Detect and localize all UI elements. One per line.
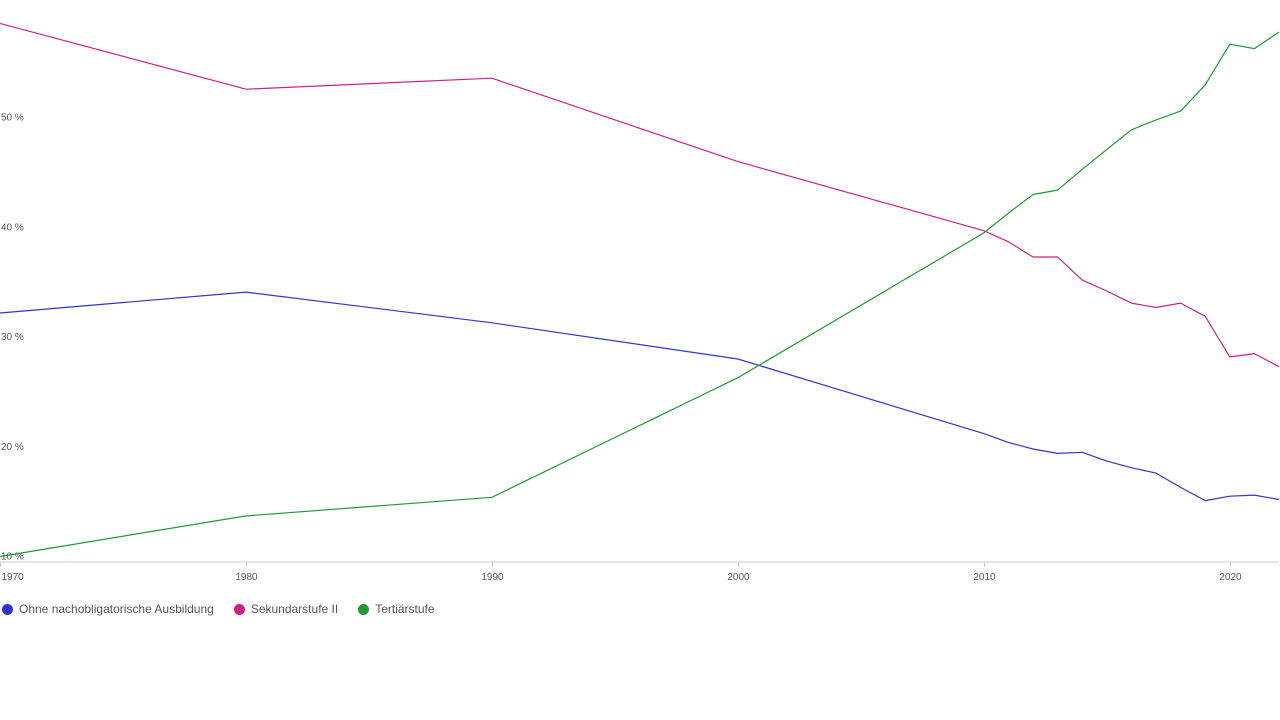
y-tick-label: 10 % bbox=[1, 552, 24, 563]
legend-label: Tertiärstufe bbox=[375, 602, 435, 616]
line-chart: 10 % 20 % 30 % 40 % 50 % 1970 1980 1990 2000 201… bbox=[0, 22, 1280, 583]
x-tick-label: 2010 bbox=[973, 572, 996, 583]
series-line-0[interactable] bbox=[0, 291, 1280, 502]
legend: Ohne nachobligatorische Ausbildung Sekun… bbox=[2, 602, 435, 616]
y-tick-label: 20 % bbox=[1, 442, 24, 453]
x-axis: 1970 1980 1990 2000 2010 2020 bbox=[0, 561, 1279, 583]
x-tick-label: 2020 bbox=[1219, 572, 1242, 583]
y-axis-labels: 10 % 20 % 30 % 40 % 50 % bbox=[1, 113, 24, 563]
legend-item-tertiarstufe[interactable]: Tertiärstufe bbox=[358, 602, 435, 616]
legend-dot-icon bbox=[233, 603, 245, 615]
y-tick-label: 50 % bbox=[1, 113, 24, 124]
x-tick-label: 1990 bbox=[481, 572, 504, 583]
legend-label: Sekundarstufe II bbox=[250, 602, 339, 616]
legend-dot-icon bbox=[358, 603, 370, 615]
x-tick-label: 1970 bbox=[2, 572, 25, 583]
y-tick-label: 40 % bbox=[1, 222, 24, 233]
y-tick-label: 30 % bbox=[1, 332, 24, 343]
legend-item-sekundarstufe-ii[interactable]: Sekundarstufe II bbox=[233, 602, 339, 616]
legend-item-ohne-nachobligatorische-ausbildung[interactable]: Ohne nachobligatorische Ausbildung bbox=[2, 602, 214, 616]
x-tick-label: 2000 bbox=[727, 572, 750, 583]
legend-label: Ohne nachobligatorische Ausbildung bbox=[19, 602, 214, 616]
series-line-2[interactable] bbox=[0, 31, 1280, 558]
x-tick-label: 1980 bbox=[235, 572, 258, 583]
legend-dot-icon bbox=[2, 603, 13, 615]
series-lines bbox=[0, 22, 1280, 558]
series-line-1[interactable] bbox=[0, 22, 1280, 368]
